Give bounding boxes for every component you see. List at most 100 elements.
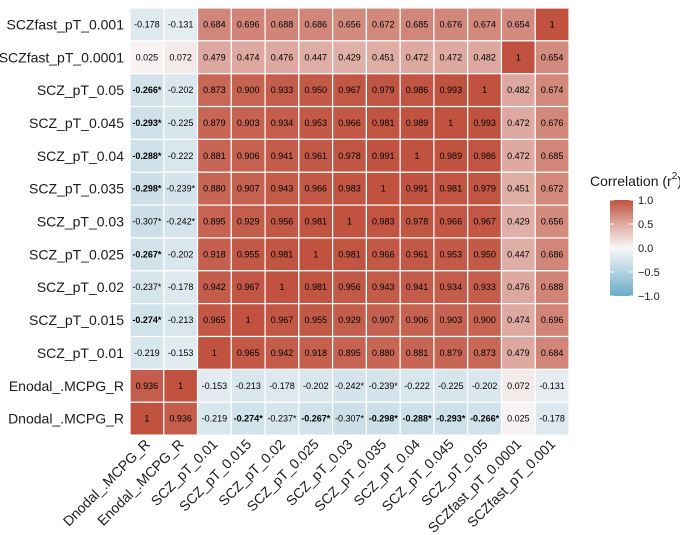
heatmap-cell: [129, 204, 165, 239]
legend-tick-label: 0.5: [638, 219, 653, 231]
heatmap-cell: [500, 138, 536, 173]
cell-value-label: -0.288*: [403, 414, 433, 424]
cell-value-label: 0.025: [507, 414, 530, 424]
heatmap-cell: [467, 303, 503, 338]
heatmap-cell: [264, 401, 300, 436]
heatmap-cell: [230, 335, 266, 370]
cell-value-label: 0.933: [271, 85, 294, 95]
cell-value-label: 0.906: [406, 315, 429, 325]
cell-value-label: 0.918: [203, 249, 226, 259]
heatmap-cell: [332, 138, 367, 173]
heatmap-cell: [332, 171, 367, 206]
heatmap-cell: [196, 105, 232, 141]
heatmap-cell: [433, 401, 469, 436]
cell-value-label: 0.686: [304, 19, 327, 29]
heatmap-cell: [129, 171, 165, 206]
cell-value-label: 0.956: [338, 282, 361, 292]
heatmap-cell: [196, 138, 232, 173]
heatmap-cell: [129, 40, 165, 75]
cell-value-label: 0.943: [271, 184, 294, 194]
cell-value-label: 0.472: [440, 52, 463, 62]
heatmap-cell: [196, 40, 232, 75]
heatmap-cell: [298, 401, 334, 436]
heatmap-cell: [298, 237, 334, 272]
cell-value-label: 0.943: [372, 282, 395, 292]
cell-value-label: 0.688: [541, 282, 564, 292]
cell-value-label: 0.025: [136, 52, 159, 62]
heatmap-cell: [467, 73, 503, 108]
heatmap-cell: [332, 204, 367, 239]
cell-value-label: -0.222: [168, 151, 194, 161]
cell-value-label: 0.966: [304, 184, 327, 194]
cell-value-label: 1: [347, 217, 352, 227]
cell-value-label: 0.880: [203, 184, 226, 194]
cell-value-label: 0.451: [372, 52, 395, 62]
heatmap-cell: [534, 335, 570, 370]
cell-value-label: 0.903: [237, 118, 260, 128]
heatmap-cell: [230, 237, 266, 272]
heatmap-cell: [467, 105, 503, 141]
cell-value-label: -0.213: [235, 381, 261, 391]
legend-tick-label: 0.0: [638, 243, 653, 255]
heatmap-cell: [467, 270, 503, 305]
cell-value-label: 1: [482, 85, 487, 95]
heatmap-cell: [332, 40, 367, 75]
cell-value-label: 0.472: [507, 118, 530, 128]
heatmap-cell: [264, 368, 300, 403]
heatmap-cell: [230, 171, 266, 206]
cell-value-label: 0.942: [271, 348, 294, 358]
heatmap-cell: [399, 171, 435, 206]
cell-value-label: -0.178: [269, 381, 295, 391]
heatmap-cell: [433, 171, 469, 206]
heatmap-cell: [196, 171, 232, 206]
cell-value-label: 0.895: [338, 348, 361, 358]
row-label: Enodal_.MCPG_R: [9, 378, 124, 394]
row-label: SCZfast_pT_0.0001: [0, 49, 124, 65]
cell-value-label: 0.967: [338, 85, 361, 95]
cell-value-label: 0.873: [203, 85, 226, 95]
heatmap-cell: [433, 303, 469, 338]
cell-value-label: 0.476: [271, 52, 294, 62]
cell-value-label: -0.298*: [132, 184, 162, 194]
cell-value-label: 0.981: [372, 118, 395, 128]
heatmap-cell: [230, 138, 266, 173]
heatmap-cell: [534, 171, 570, 206]
cell-value-label: 0.967: [473, 217, 496, 227]
cell-value-label: 0.656: [541, 217, 564, 227]
cell-value-label: 0.950: [473, 249, 496, 259]
cell-value-label: 0.953: [440, 249, 463, 259]
cell-value-label: -0.178: [134, 19, 160, 29]
cell-value-label: 0.903: [440, 315, 463, 325]
heatmap-cell: [230, 270, 266, 305]
cell-value-label: -0.293*: [436, 414, 466, 424]
heatmap-cell: [500, 368, 536, 403]
cell-value-label: 0.447: [507, 249, 530, 259]
row-label: SCZ_pT_0.04: [37, 148, 124, 164]
cell-value-label: 0.895: [203, 217, 226, 227]
cell-value-label: 0.936: [136, 381, 159, 391]
heatmap-cell: [500, 303, 536, 338]
cell-value-label: 0.934: [440, 282, 463, 292]
column-labels: Dnodal_.MCPG_REnodal_.MCPG_RSCZ_pT_0.01S…: [60, 436, 559, 535]
cell-value-label: 0.979: [473, 184, 496, 194]
heatmap-cell: [365, 40, 401, 75]
cell-value-label: 0.873: [473, 348, 496, 358]
cell-value-label: 1: [279, 282, 284, 292]
cell-value-label: -0.237*: [267, 414, 297, 424]
heatmap-cell: [365, 237, 401, 272]
cell-value-label: -0.237*: [132, 282, 162, 292]
cell-value-label: 0.936: [169, 414, 192, 424]
heatmap-cell: [196, 204, 232, 239]
heatmap-cell: [264, 303, 300, 338]
cell-value-label: 0.967: [237, 282, 260, 292]
cell-value-label: 0.686: [541, 249, 564, 259]
heatmap-cell: [500, 335, 536, 370]
cell-value-label: 0.933: [473, 282, 496, 292]
heatmap-cell: [433, 105, 469, 141]
cell-value-label: 1: [246, 315, 251, 325]
legend-tick-label: 1.0: [638, 195, 653, 207]
heatmap-cell: [163, 368, 199, 403]
cell-value-label: 0.979: [372, 85, 395, 95]
cell-value-label: 0.474: [507, 315, 530, 325]
